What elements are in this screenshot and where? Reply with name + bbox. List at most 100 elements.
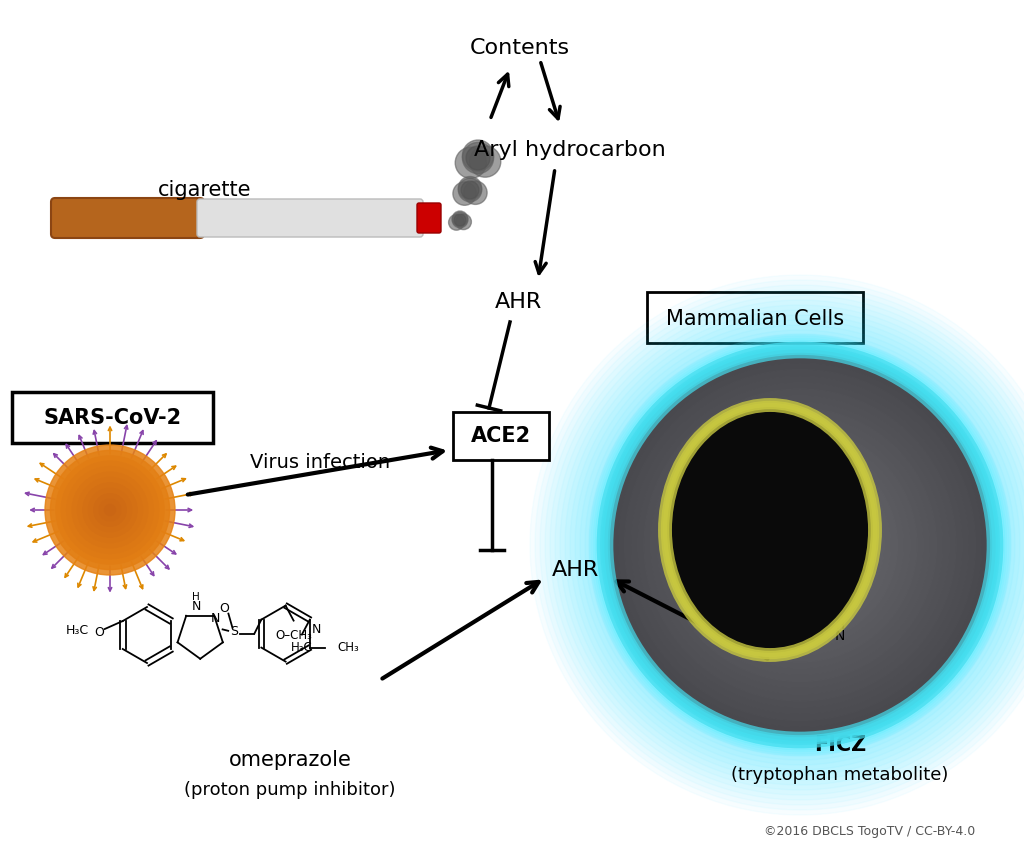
Circle shape [67,466,154,554]
Circle shape [595,340,1005,750]
Text: O: O [94,627,103,639]
Circle shape [456,214,471,230]
Circle shape [99,499,121,521]
Text: (proton pump inhibitor): (proton pump inhibitor) [184,781,395,799]
Circle shape [56,456,164,564]
Circle shape [72,472,147,548]
Text: H: H [193,592,200,602]
Circle shape [453,182,476,205]
Text: (tryptophan metabolite): (tryptophan metabolite) [731,766,948,784]
Circle shape [670,415,930,675]
Circle shape [449,215,464,230]
Circle shape [650,395,949,695]
Circle shape [774,519,826,571]
Text: N: N [835,629,845,643]
FancyBboxPatch shape [51,198,204,238]
Circle shape [83,483,137,537]
Circle shape [664,409,937,682]
Circle shape [104,505,116,516]
Text: N: N [211,611,220,625]
Circle shape [459,176,481,200]
Text: H: H [836,619,845,633]
Circle shape [618,363,982,727]
Circle shape [696,441,904,649]
Text: AHR: AHR [495,292,542,312]
Text: Contents: Contents [470,38,570,58]
Text: Aryl hydrocarbon: Aryl hydrocarbon [474,140,666,160]
Circle shape [601,346,999,744]
Circle shape [470,146,501,177]
Text: Mammalian Cells: Mammalian Cells [666,309,844,329]
Circle shape [625,370,976,721]
Circle shape [593,338,1007,752]
Text: H₃C: H₃C [67,624,89,638]
Text: FICZ: FICZ [814,735,866,755]
Circle shape [603,348,997,742]
Text: O: O [798,578,808,591]
Circle shape [453,211,468,226]
Circle shape [631,376,969,714]
Circle shape [677,421,924,668]
Circle shape [657,402,943,688]
Circle shape [50,450,170,570]
Text: H₃C: H₃C [291,641,312,654]
Circle shape [599,344,1001,746]
FancyBboxPatch shape [197,199,423,237]
Circle shape [780,526,819,565]
Text: CH₃: CH₃ [338,641,359,654]
Circle shape [589,334,1011,756]
Circle shape [709,454,891,636]
Circle shape [728,473,871,616]
Circle shape [716,460,885,629]
Circle shape [755,499,846,590]
Circle shape [722,467,878,623]
Text: ACE2: ACE2 [471,426,531,446]
Ellipse shape [665,405,874,655]
Circle shape [88,488,132,532]
Circle shape [768,512,833,577]
Text: S: S [230,625,239,638]
FancyBboxPatch shape [453,412,549,460]
Text: Virus infection: Virus infection [250,453,390,471]
Text: O: O [219,602,229,615]
Circle shape [702,448,897,643]
FancyBboxPatch shape [12,392,213,443]
Circle shape [463,142,494,174]
Text: O–CH₃: O–CH₃ [275,629,312,642]
Text: N: N [191,600,201,613]
Text: SARS-CoV-2: SARS-CoV-2 [44,408,182,428]
Circle shape [461,181,479,199]
Circle shape [741,487,858,604]
Circle shape [591,336,1009,754]
Circle shape [466,146,490,170]
Text: omeprazole: omeprazole [228,750,351,770]
Text: N: N [311,623,322,636]
Circle shape [794,538,807,551]
Circle shape [689,434,910,656]
Circle shape [94,494,126,527]
Circle shape [683,428,918,662]
Circle shape [638,382,963,707]
Circle shape [748,493,852,597]
Circle shape [761,506,839,584]
Circle shape [454,214,466,226]
Circle shape [597,342,1002,748]
Circle shape [611,356,988,734]
Circle shape [463,140,494,171]
Circle shape [459,178,481,202]
Circle shape [644,389,956,701]
Circle shape [453,212,468,228]
FancyBboxPatch shape [417,203,441,233]
Circle shape [456,148,486,178]
Circle shape [45,445,175,575]
Circle shape [61,461,159,559]
Circle shape [787,532,813,558]
Circle shape [78,477,142,543]
Text: ©2016 DBCLS TogoTV / CC-BY-4.0: ©2016 DBCLS TogoTV / CC-BY-4.0 [764,825,976,839]
Text: AHR: AHR [551,560,599,580]
Text: cigarette: cigarette [159,180,252,200]
Circle shape [464,181,487,204]
FancyBboxPatch shape [647,292,863,343]
Circle shape [735,480,865,610]
Circle shape [605,350,995,740]
